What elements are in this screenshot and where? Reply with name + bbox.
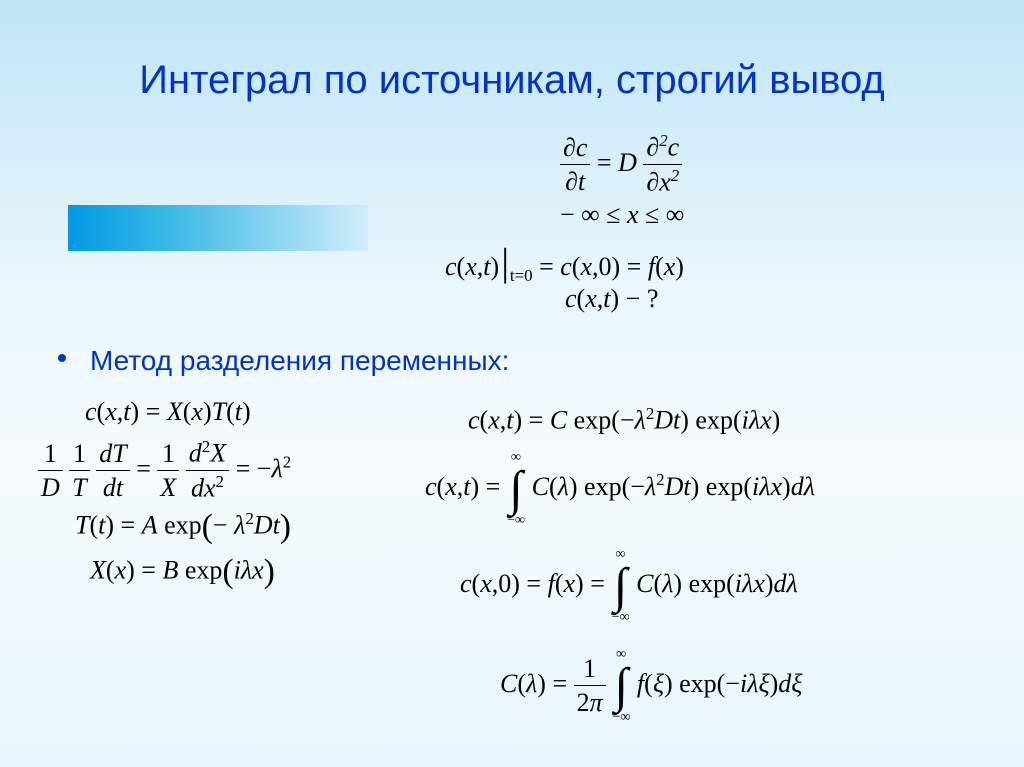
eq-sep2: 1D 1T dTdt = 1X d2Xdx2 = −λ2: [38, 436, 291, 506]
page-title: Интеграл по источникам, строгий вывод: [0, 0, 1024, 103]
bullet-icon: [58, 354, 66, 362]
decorative-bar: [68, 205, 368, 251]
eq-sol3: c(x,0) = f(x) = ∞∫−∞ C(λ) exp(iλx)dλ: [460, 545, 798, 627]
eq-sep3: T(t) = A exp(− λ2Dt): [75, 505, 291, 549]
eq-sol1: c(x,t) = C exp(−λ2Dt) exp(iλx): [468, 403, 780, 437]
eq-pde: ∂c∂t = D ∂2c∂x2: [560, 130, 682, 200]
subtitle: Метод разделения переменных:: [90, 345, 509, 377]
eq-domain: − ∞ ≤ x ≤ ∞: [560, 198, 684, 232]
eq-sol2: c(x,t) = ∞∫−∞ C(λ) exp(−λ2Dt) exp(iλx)dλ: [425, 448, 815, 530]
eq-sol4: C(λ) = 12π ∞∫−∞ f(ξ) exp(−iλξ)dξ: [500, 645, 802, 727]
eq-question: c(x,t) − ?: [565, 282, 658, 316]
eq-sep1: c(x,t) = X(x)T(t): [85, 395, 251, 429]
eq-sep4: X(x) = B exp(iλx): [90, 550, 275, 594]
